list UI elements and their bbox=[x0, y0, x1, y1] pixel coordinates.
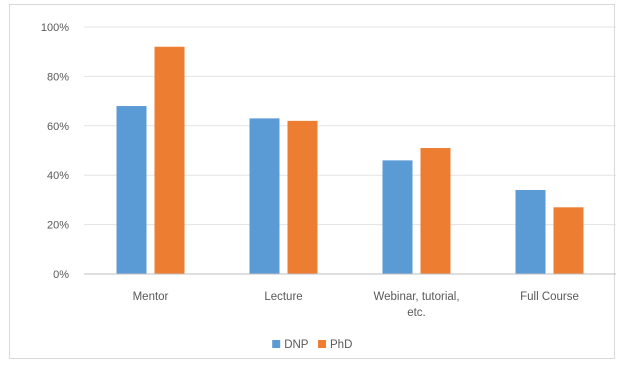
y-tick-label: 20% bbox=[47, 220, 69, 232]
x-axis: Mentor Lecture Webinar, tutorial, etc. Full … bbox=[84, 273, 616, 319]
bar-dnp-full-course bbox=[515, 190, 546, 274]
legend-swatch-dnp bbox=[272, 340, 281, 348]
legend-swatch-phd bbox=[318, 340, 326, 348]
bar-dnp-mentor bbox=[116, 106, 147, 274]
x-category-label: Webinar, tutorial, etc. bbox=[373, 291, 459, 319]
y-tick-label: 80% bbox=[47, 71, 69, 83]
bars bbox=[116, 46, 584, 275]
legend-label-phd: PhD bbox=[330, 339, 352, 351]
y-axis-tick-labels: 0% 20% 40% 60% 80% 100% bbox=[41, 22, 69, 281]
bar-phd-lecture bbox=[287, 120, 318, 274]
y-tick-label: 100% bbox=[41, 22, 69, 34]
bar-phd-full-course bbox=[553, 207, 584, 274]
bar-dnp-webinar-tutorial-etc bbox=[382, 160, 413, 274]
legend-label-dnp: DNP bbox=[284, 339, 309, 351]
bar-dnp-lecture bbox=[249, 118, 280, 274]
y-tick-label: 60% bbox=[47, 121, 69, 133]
bar-phd-webinar-tutorial-etc bbox=[420, 148, 451, 274]
x-category-label: Full Course bbox=[520, 291, 579, 303]
x-category-label: Mentor bbox=[133, 291, 169, 303]
x-category-label: Lecture bbox=[264, 291, 302, 303]
bar-phd-mentor bbox=[154, 46, 185, 275]
legend: DNP PhD bbox=[272, 339, 352, 351]
y-tick-label: 0% bbox=[53, 269, 69, 281]
y-tick-label: 40% bbox=[47, 170, 69, 182]
